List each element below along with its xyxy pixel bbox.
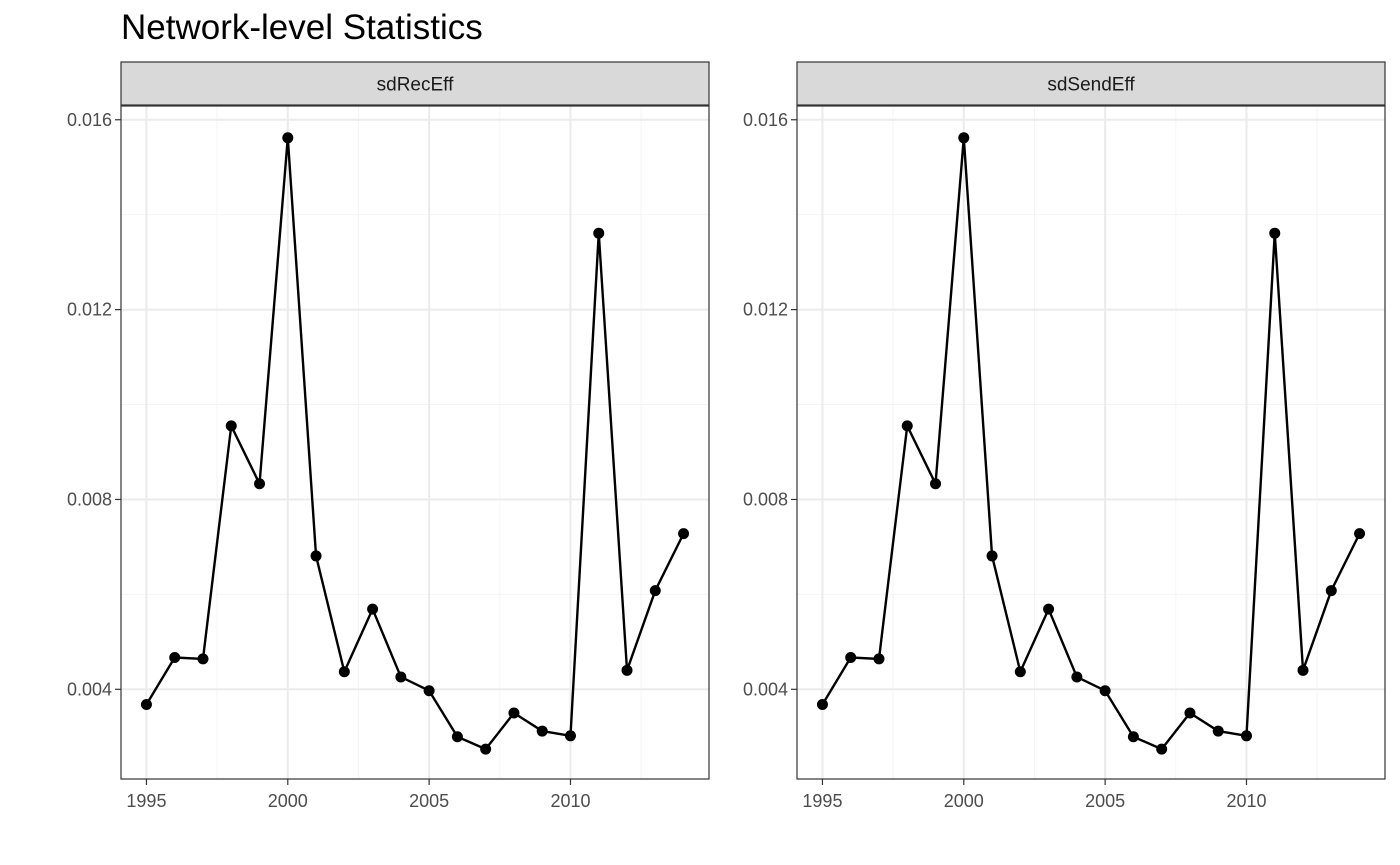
data-point: [678, 528, 690, 540]
data-point: [986, 550, 998, 562]
x-tick-label: 2010: [1226, 791, 1266, 811]
data-point: [140, 698, 152, 710]
data-point: [197, 653, 209, 665]
data-point: [816, 698, 828, 710]
data-point: [338, 666, 350, 678]
y-tick-label: 0.012: [743, 300, 788, 320]
data-point: [649, 585, 661, 597]
y-tick-label: 0.016: [743, 110, 788, 130]
data-point: [1269, 227, 1281, 239]
data-point: [1184, 707, 1196, 719]
y-tick-label: 0.012: [67, 300, 112, 320]
y-tick-label: 0.008: [67, 489, 112, 509]
data-point: [367, 603, 379, 615]
x-tick-label: 1995: [126, 791, 166, 811]
data-point: [1043, 603, 1055, 615]
data-point: [873, 653, 885, 665]
data-point: [1071, 671, 1083, 683]
data-point: [1240, 730, 1252, 742]
y-tick-label: 0.008: [743, 489, 788, 509]
facet-strip-label: sdSendEff: [1047, 75, 1135, 96]
facet-strip-sdSendEff: [796, 61, 1386, 106]
data-point: [1156, 743, 1168, 755]
y-tick-label: 0.016: [67, 110, 112, 130]
series-line-sdSendEff: [821, 136, 1361, 751]
data-point: [1212, 725, 1224, 737]
data-point: [621, 664, 633, 676]
data-point: [310, 550, 322, 562]
panel-background: [797, 106, 1385, 779]
data-point: [1127, 731, 1139, 743]
data-point: [423, 685, 435, 697]
data-point: [395, 671, 407, 683]
data-point: [536, 725, 548, 737]
x-tick-label: 2005: [409, 791, 449, 811]
data-point: [282, 132, 294, 144]
series-line-sdRecEff: [145, 136, 685, 751]
panel-border: [120, 105, 710, 780]
data-point: [451, 731, 463, 743]
panel-border: [796, 105, 1386, 780]
data-point: [930, 478, 942, 490]
data-point: [1297, 664, 1309, 676]
x-tick-label: 2000: [268, 791, 308, 811]
data-point: [1099, 685, 1111, 697]
facet-strip-sdRecEff: [120, 61, 710, 106]
data-point: [169, 651, 181, 663]
data-point: [845, 651, 857, 663]
data-point: [564, 730, 576, 742]
data-point: [1354, 528, 1366, 540]
x-tick-label: 2010: [550, 791, 590, 811]
y-tick-label: 0.004: [67, 679, 112, 699]
data-point: [1325, 585, 1337, 597]
x-tick-label: 2005: [1085, 791, 1125, 811]
data-point: [901, 420, 913, 432]
x-tick-label: 1995: [802, 791, 842, 811]
y-tick-label: 0.004: [743, 679, 788, 699]
panel-background: [121, 106, 709, 779]
x-tick-label: 2000: [944, 791, 984, 811]
data-point: [508, 707, 520, 719]
data-point: [593, 227, 605, 239]
data-point: [254, 478, 266, 490]
facet-strip-label: sdRecEff: [377, 75, 454, 96]
data-point: [225, 420, 237, 432]
data-point: [480, 743, 492, 755]
data-point: [1014, 666, 1026, 678]
data-point: [958, 132, 970, 144]
chart-title: Network-level Statistics: [121, 8, 483, 47]
